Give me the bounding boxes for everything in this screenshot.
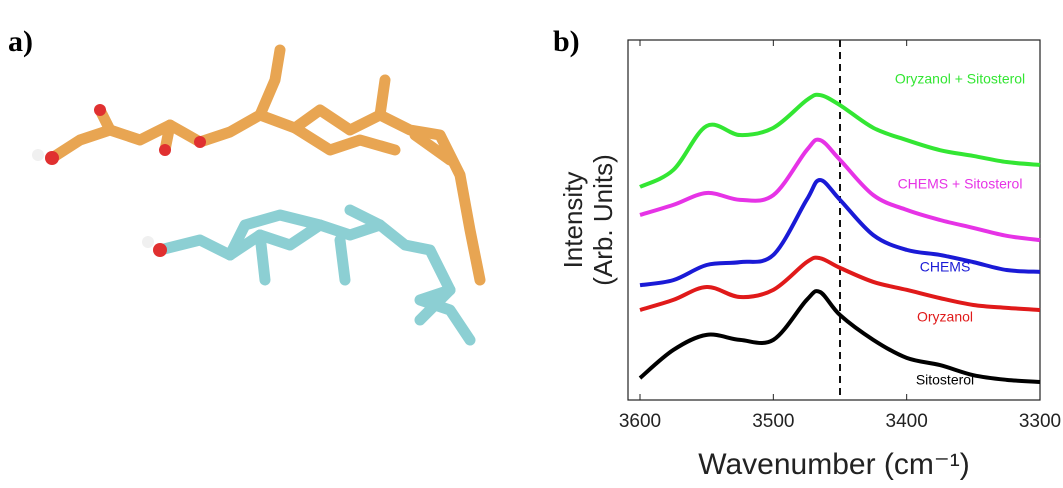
x-axis-label: Wavenumber (cm⁻¹) (698, 448, 969, 481)
oxygen (94, 104, 106, 116)
x-tick-label: 3300 (1019, 411, 1061, 432)
oxygen (194, 136, 206, 148)
panel-a: a) (8, 25, 480, 340)
series-label: CHEMS + Sitosterol (898, 176, 1023, 192)
bond (380, 80, 385, 115)
oxygen (159, 144, 171, 156)
oxygen (45, 151, 59, 165)
panel-label: a) (8, 25, 33, 58)
series-label: Oryzanol (917, 309, 973, 325)
plot-frame (628, 40, 1040, 400)
panel-b: b) 3600 3500 3400 3300 Wavenumber (cm⁻¹) Inte… (553, 25, 1061, 481)
y-axis-label: (Arb. Units) (588, 154, 618, 285)
molecule-cyan (160, 210, 470, 340)
series-label: CHEMS (920, 259, 971, 275)
x-tick-label: 3400 (886, 411, 928, 432)
x-tick-label: 3600 (619, 411, 661, 432)
y-axis-label: Intensity (558, 172, 588, 269)
x-tick-label: 3500 (752, 411, 794, 432)
figure: a) b) 3600 3500 3400 (0, 0, 1063, 488)
bond (340, 240, 345, 280)
hydrogen (142, 236, 154, 248)
panel-label: b) (553, 25, 580, 58)
bond (260, 235, 265, 280)
hydrogen (32, 149, 44, 161)
oxygen (153, 243, 167, 257)
bond (260, 50, 280, 115)
series-label: Sitosterol (916, 372, 974, 388)
series-label: Oryzanol + Sitosterol (895, 71, 1025, 87)
bond (350, 210, 380, 225)
